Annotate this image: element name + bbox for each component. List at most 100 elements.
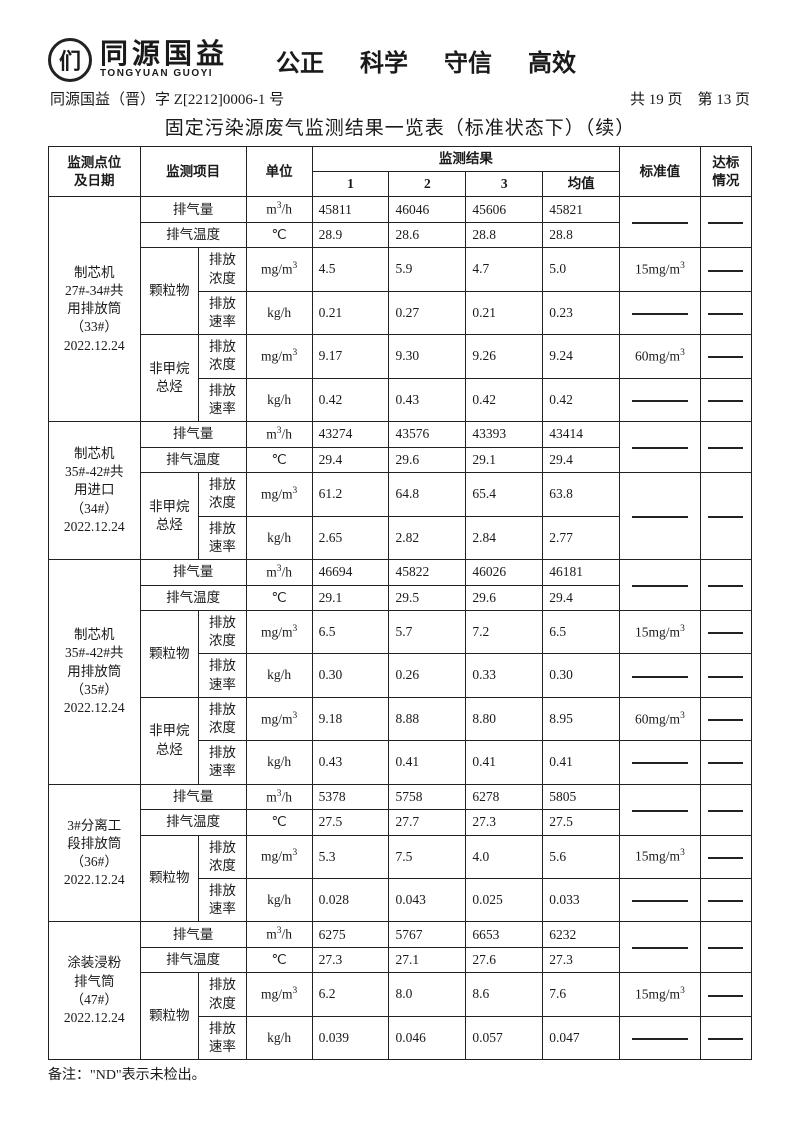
value-cell: 8.0 bbox=[389, 973, 466, 1016]
item-sub-cell: 排放速率 bbox=[199, 516, 247, 559]
col-avg: 均值 bbox=[543, 172, 620, 197]
value-cell: 5758 bbox=[389, 784, 466, 810]
motto-row: 公正 科学 守信 高效 bbox=[276, 43, 576, 78]
item-cell: 排气温度 bbox=[140, 948, 246, 973]
col-r2: 2 bbox=[389, 172, 466, 197]
dash-cell bbox=[620, 922, 701, 973]
dash-cell bbox=[700, 291, 751, 334]
value-cell: 8.80 bbox=[466, 697, 543, 740]
standard-cell: 15mg/m3 bbox=[620, 835, 701, 878]
table-row: 颗粒物排放浓度mg/m35.37.54.05.615mg/m3 bbox=[49, 835, 752, 878]
location-cell: 3#分离工段排放筒（36#）2022.12.24 bbox=[49, 784, 141, 922]
dash-cell bbox=[620, 654, 701, 697]
value-cell: 43576 bbox=[389, 422, 466, 448]
value-cell: 27.7 bbox=[389, 810, 466, 835]
value-cell: 7.5 bbox=[389, 835, 466, 878]
value-cell: 29.1 bbox=[466, 447, 543, 472]
table-row: 制芯机27#-34#共用排放筒（33#）2022.12.24排气量m3/h458… bbox=[49, 197, 752, 223]
value-cell: 63.8 bbox=[543, 473, 620, 516]
value-cell: 0.43 bbox=[312, 741, 389, 784]
unit-cell: mg/m3 bbox=[246, 835, 312, 878]
unit-cell: kg/h bbox=[246, 741, 312, 784]
value-cell: 0.028 bbox=[312, 879, 389, 922]
value-cell: 2.77 bbox=[543, 516, 620, 559]
value-cell: 0.046 bbox=[389, 1016, 466, 1059]
item-sub-cell: 排放速率 bbox=[199, 291, 247, 334]
value-cell: 29.5 bbox=[389, 585, 466, 610]
item-group-cell: 颗粒物 bbox=[140, 248, 199, 335]
item-cell: 排气温度 bbox=[140, 810, 246, 835]
value-cell: 27.3 bbox=[312, 948, 389, 973]
location-cell: 制芯机35#-42#共用进口（34#）2022.12.24 bbox=[49, 422, 141, 560]
value-cell: 28.6 bbox=[389, 223, 466, 248]
col-item: 监测项目 bbox=[140, 147, 246, 197]
value-cell: 65.4 bbox=[466, 473, 543, 516]
monitoring-results-table: 监测点位及日期 监测项目 单位 监测结果 标准值 达标情况 1 2 3 均值 制… bbox=[48, 146, 752, 1060]
page-number: 共 19 页 第 13 页 bbox=[630, 88, 750, 109]
value-cell: 2.84 bbox=[466, 516, 543, 559]
value-cell: 0.21 bbox=[466, 291, 543, 334]
value-cell: 8.6 bbox=[466, 973, 543, 1016]
value-cell: 2.65 bbox=[312, 516, 389, 559]
item-sub-cell: 排放浓度 bbox=[199, 973, 247, 1016]
table-row: 制芯机35#-42#共用进口（34#）2022.12.24排气量m3/h4327… bbox=[49, 422, 752, 448]
value-cell: 0.27 bbox=[389, 291, 466, 334]
standard-cell: 15mg/m3 bbox=[620, 610, 701, 653]
unit-cell: m3/h bbox=[246, 784, 312, 810]
value-cell: 6.2 bbox=[312, 973, 389, 1016]
table-body: 制芯机27#-34#共用排放筒（33#）2022.12.24排气量m3/h458… bbox=[49, 197, 752, 1060]
dash-cell bbox=[620, 879, 701, 922]
value-cell: 28.8 bbox=[466, 223, 543, 248]
location-cell: 制芯机35#-42#共用排放筒（35#）2022.12.24 bbox=[49, 559, 141, 784]
value-cell: 5.0 bbox=[543, 248, 620, 291]
dash-cell bbox=[700, 879, 751, 922]
value-cell: 9.30 bbox=[389, 335, 466, 378]
value-cell: 6.5 bbox=[543, 610, 620, 653]
value-cell: 8.88 bbox=[389, 697, 466, 740]
item-sub-cell: 排放浓度 bbox=[199, 473, 247, 516]
table-row: 非甲烷总烃排放浓度mg/m39.179.309.269.2460mg/m3 bbox=[49, 335, 752, 378]
unit-cell: ℃ bbox=[246, 447, 312, 472]
table-row: 制芯机35#-42#共用排放筒（35#）2022.12.24排气量m3/h466… bbox=[49, 559, 752, 585]
dash-cell bbox=[700, 559, 751, 610]
item-cell: 排气量 bbox=[140, 784, 246, 810]
unit-cell: ℃ bbox=[246, 948, 312, 973]
item-group-cell: 颗粒物 bbox=[140, 835, 199, 922]
col-unit: 单位 bbox=[246, 147, 312, 197]
value-cell: 27.1 bbox=[389, 948, 466, 973]
dash-cell bbox=[620, 784, 701, 835]
item-cell: 排气量 bbox=[140, 422, 246, 448]
value-cell: 4.7 bbox=[466, 248, 543, 291]
value-cell: 27.3 bbox=[543, 948, 620, 973]
value-cell: 5.6 bbox=[543, 835, 620, 878]
value-cell: 4.5 bbox=[312, 248, 389, 291]
value-cell: 27.6 bbox=[466, 948, 543, 973]
item-cell: 排气量 bbox=[140, 922, 246, 948]
motto-item: 高效 bbox=[528, 43, 576, 78]
unit-cell: ℃ bbox=[246, 585, 312, 610]
table-head: 监测点位及日期 监测项目 单位 监测结果 标准值 达标情况 1 2 3 均值 bbox=[49, 147, 752, 197]
value-cell: 61.2 bbox=[312, 473, 389, 516]
unit-cell: kg/h bbox=[246, 879, 312, 922]
motto-item: 科学 bbox=[360, 43, 408, 78]
item-group-cell: 非甲烷总烃 bbox=[140, 335, 199, 422]
value-cell: 0.025 bbox=[466, 879, 543, 922]
value-cell: 6653 bbox=[466, 922, 543, 948]
item-sub-cell: 排放浓度 bbox=[199, 610, 247, 653]
document-number: 同源国益（晋）字 Z[2212]0006-1 号 bbox=[50, 88, 284, 109]
dash-cell bbox=[620, 378, 701, 421]
dash-cell bbox=[700, 248, 751, 291]
col-r1: 1 bbox=[312, 172, 389, 197]
value-cell: 0.057 bbox=[466, 1016, 543, 1059]
dash-cell bbox=[700, 784, 751, 835]
item-cell: 排气温度 bbox=[140, 447, 246, 472]
item-sub-cell: 排放浓度 bbox=[199, 335, 247, 378]
value-cell: 4.0 bbox=[466, 835, 543, 878]
value-cell: 0.42 bbox=[543, 378, 620, 421]
item-cell: 排气温度 bbox=[140, 223, 246, 248]
value-cell: 5767 bbox=[389, 922, 466, 948]
value-cell: 0.033 bbox=[543, 879, 620, 922]
value-cell: 29.1 bbox=[312, 585, 389, 610]
value-cell: 29.4 bbox=[312, 447, 389, 472]
value-cell: 45821 bbox=[543, 197, 620, 223]
